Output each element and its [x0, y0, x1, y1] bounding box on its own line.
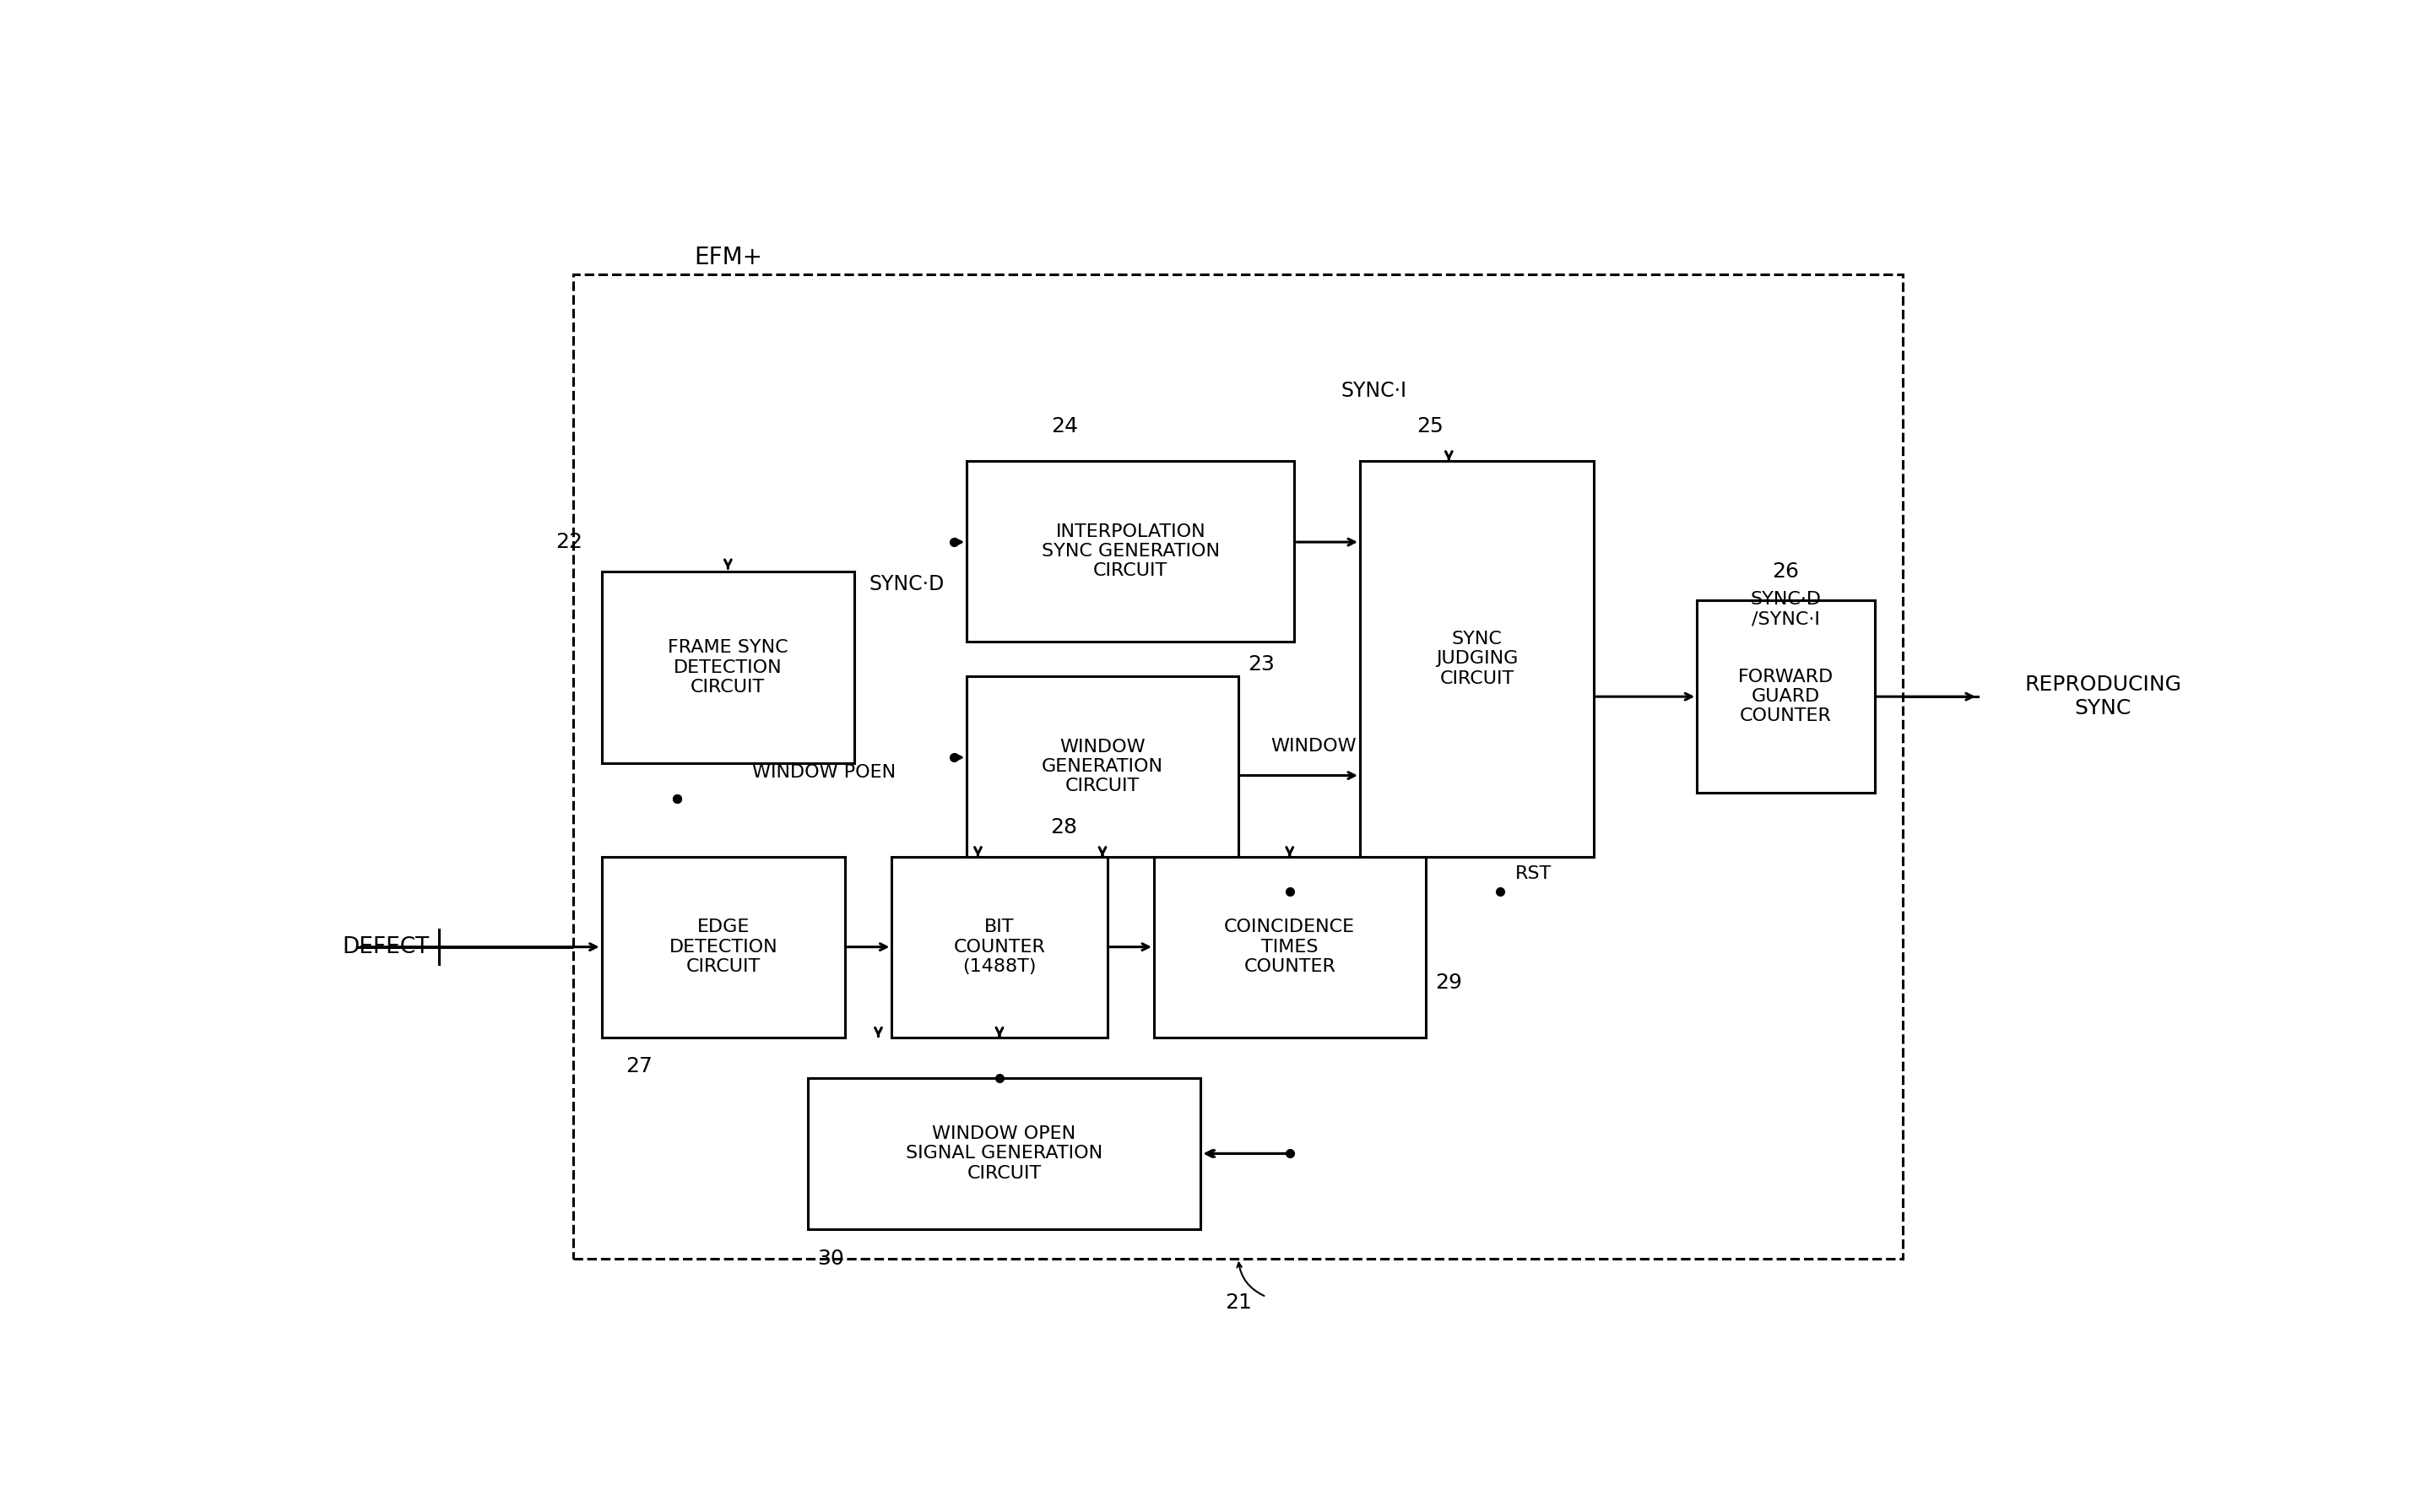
Text: 27: 27 — [626, 1055, 652, 1077]
Text: COINCIDENCE
TIMES
COUNTER: COINCIDENCE TIMES COUNTER — [1225, 919, 1355, 975]
FancyBboxPatch shape — [1155, 857, 1425, 1037]
Text: INTERPOLATION
SYNC GENERATION
CIRCUIT: INTERPOLATION SYNC GENERATION CIRCUIT — [1041, 523, 1220, 579]
Text: EFM+: EFM+ — [693, 245, 761, 269]
Text: SYNC·D
/SYNC·I: SYNC·D /SYNC·I — [1752, 591, 1822, 627]
Text: 30: 30 — [817, 1249, 843, 1269]
Text: BIT
COUNTER
(1488T): BIT COUNTER (1488T) — [954, 919, 1046, 975]
FancyBboxPatch shape — [602, 572, 855, 764]
FancyBboxPatch shape — [1360, 461, 1595, 857]
Text: 22: 22 — [556, 532, 582, 552]
Text: SYNC·I: SYNC·I — [1341, 381, 1406, 401]
Text: EDGE
DETECTION
CIRCUIT: EDGE DETECTION CIRCUIT — [669, 919, 778, 975]
FancyBboxPatch shape — [602, 857, 846, 1037]
Text: 26: 26 — [1773, 561, 1800, 582]
Text: WINDOW: WINDOW — [1271, 738, 1355, 754]
FancyBboxPatch shape — [966, 676, 1237, 857]
Text: RST: RST — [1515, 866, 1551, 883]
Text: 24: 24 — [1051, 416, 1078, 435]
Text: SYNC
JUDGING
CIRCUIT: SYNC JUDGING CIRCUIT — [1435, 631, 1517, 686]
Text: REPRODUCING
SYNC: REPRODUCING SYNC — [2025, 674, 2182, 718]
Text: SYNC·D: SYNC·D — [870, 575, 945, 594]
FancyBboxPatch shape — [966, 461, 1295, 641]
FancyBboxPatch shape — [573, 275, 1904, 1258]
Text: FORWARD
GUARD
COUNTER: FORWARD GUARD COUNTER — [1737, 668, 1834, 724]
FancyBboxPatch shape — [807, 1078, 1201, 1229]
Text: FRAME SYNC
DETECTION
CIRCUIT: FRAME SYNC DETECTION CIRCUIT — [667, 640, 788, 696]
Text: WINDOW POEN: WINDOW POEN — [751, 765, 896, 782]
Text: 23: 23 — [1247, 655, 1276, 674]
Text: 21: 21 — [1225, 1293, 1251, 1312]
Text: 29: 29 — [1435, 972, 1462, 993]
Text: WINDOW
GENERATION
CIRCUIT: WINDOW GENERATION CIRCUIT — [1041, 738, 1162, 794]
FancyBboxPatch shape — [1696, 600, 1875, 792]
Text: WINDOW OPEN
SIGNAL GENERATION
CIRCUIT: WINDOW OPEN SIGNAL GENERATION CIRCUIT — [906, 1125, 1102, 1181]
Text: DEFECT: DEFECT — [343, 936, 430, 959]
Text: 25: 25 — [1416, 416, 1442, 435]
Text: 28: 28 — [1051, 818, 1078, 838]
FancyBboxPatch shape — [892, 857, 1107, 1037]
